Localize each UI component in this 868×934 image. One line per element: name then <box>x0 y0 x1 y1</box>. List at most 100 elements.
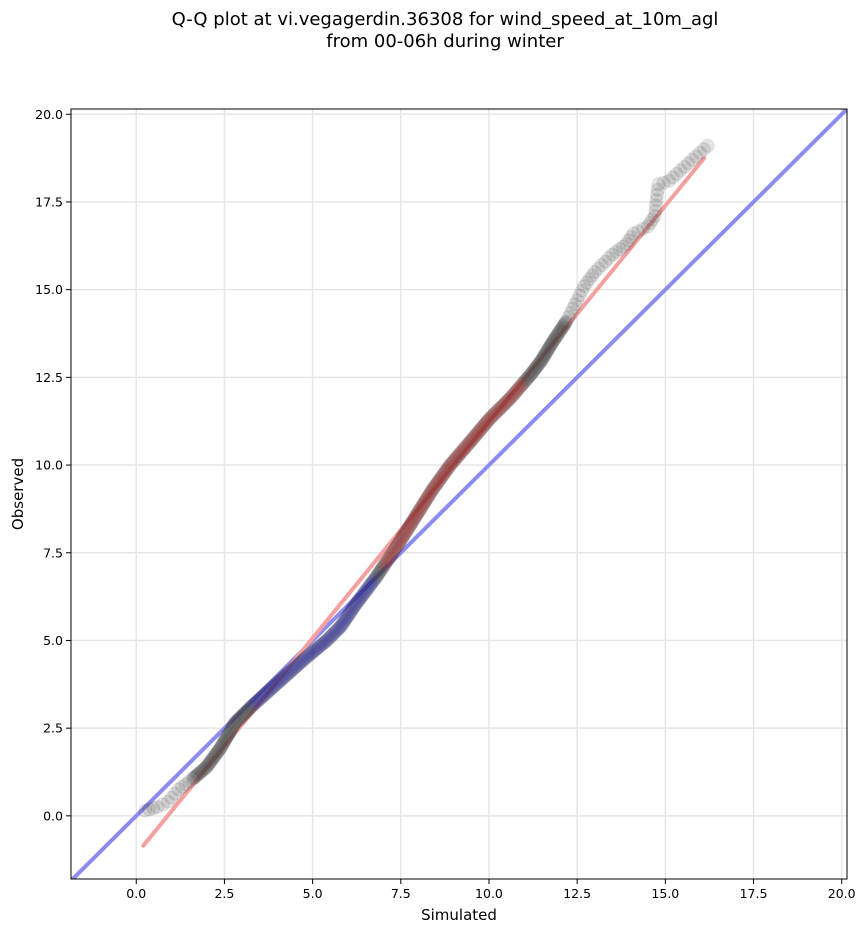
quantile-point <box>285 663 300 678</box>
quantile-point <box>529 360 544 375</box>
quantile-point <box>511 381 526 396</box>
quantile-point <box>438 464 453 479</box>
quantile-point <box>366 573 381 588</box>
quantile-point <box>446 453 461 468</box>
quantile-point <box>458 439 473 454</box>
quantile-point <box>648 198 663 213</box>
quantile-point <box>574 283 589 298</box>
quantile-point <box>331 621 346 636</box>
quantile-point <box>203 755 218 770</box>
quantile-point <box>669 166 684 181</box>
quantile-point <box>570 293 585 308</box>
quantile-point <box>244 699 259 714</box>
quantile-point <box>554 321 569 336</box>
quantile-point <box>238 705 253 720</box>
quantile-point <box>539 345 554 360</box>
quantile-point <box>465 432 480 447</box>
fit-line <box>141 156 707 848</box>
quantile-point <box>164 790 179 805</box>
quantile-point <box>361 580 376 595</box>
quantile-point <box>229 714 243 729</box>
quantile-point <box>208 747 223 762</box>
quantile-point <box>384 548 398 563</box>
quantile-point <box>449 450 464 465</box>
quantile-point <box>414 500 429 515</box>
quantile-point <box>332 620 347 635</box>
quantile-point <box>296 652 311 667</box>
quantile-point <box>300 649 315 664</box>
quantile-point <box>374 562 389 577</box>
quantile-point <box>430 475 445 490</box>
quantile-point <box>427 480 442 495</box>
quantile-point <box>262 683 277 698</box>
quantile-point <box>550 328 565 343</box>
quantile-point <box>509 383 524 398</box>
x-tick-label: 5.0 <box>303 886 323 901</box>
quantile-point <box>499 395 514 410</box>
quantile-point <box>554 322 569 337</box>
quantile-point <box>347 599 362 614</box>
quantile-point <box>443 458 458 473</box>
quantile-point <box>217 734 232 749</box>
quantile-point <box>505 389 519 404</box>
quantile-point <box>405 515 419 530</box>
quantile-point <box>436 468 450 483</box>
quantile-point <box>204 752 219 767</box>
quantile-point <box>417 495 432 510</box>
quantile-point <box>304 645 319 660</box>
quantile-point <box>543 338 558 353</box>
quantile-point <box>190 768 204 783</box>
quantile-point <box>468 428 483 443</box>
quantile-point <box>466 431 481 446</box>
quantile-point <box>428 479 442 494</box>
quantile-point <box>612 242 627 257</box>
quantile-point <box>328 624 343 639</box>
x-tick-label: 10.0 <box>475 886 503 901</box>
x-tick-label: 2.5 <box>214 886 234 901</box>
plot-area <box>71 109 847 879</box>
quantile-point <box>512 380 527 395</box>
quantile-point <box>425 482 440 497</box>
quantile-point <box>209 746 224 761</box>
quantile-point <box>444 457 459 471</box>
quantile-point <box>218 731 233 746</box>
quantile-point <box>350 595 365 609</box>
quantile-point <box>587 265 602 280</box>
quantile-point <box>553 323 568 338</box>
quantile-point <box>314 637 329 652</box>
quantile-point <box>241 702 256 717</box>
quantile-point <box>408 509 423 524</box>
quantile-point <box>250 693 265 708</box>
quantile-point <box>389 539 404 554</box>
grid-lines <box>71 109 847 879</box>
x-axis: 0.0 2.5 5.0 7.5 10.0 12.5 15.0 17.5 20.0 <box>126 879 856 901</box>
quantile-point <box>445 454 460 469</box>
quantile-point <box>369 569 384 584</box>
quantile-point <box>321 631 336 646</box>
quantile-point <box>594 258 609 273</box>
quantile-point <box>359 583 373 598</box>
quantile-point <box>640 219 655 234</box>
quantile-point <box>559 314 574 329</box>
quantile-point <box>548 330 563 345</box>
quantile-point <box>470 426 485 441</box>
quantile-point <box>146 801 161 816</box>
quantile-point <box>273 673 288 688</box>
quantile-point <box>424 483 439 498</box>
quantile-point <box>534 353 549 368</box>
quantile-point <box>541 341 556 356</box>
quantile-point <box>234 709 249 724</box>
quantile-point <box>398 525 413 540</box>
quantile-point <box>272 674 287 689</box>
quantile-point <box>354 589 369 604</box>
quantile-point <box>505 388 520 403</box>
x-tick-label: 17.5 <box>740 886 768 901</box>
y-tick-label: 10.0 <box>35 458 63 473</box>
quantile-point <box>409 508 424 523</box>
quantile-point <box>415 499 430 513</box>
quantile-point <box>551 325 566 340</box>
quantile-point <box>306 644 320 659</box>
quantile-point <box>264 681 279 696</box>
y-tick-label: 7.5 <box>43 545 63 560</box>
quantile-point <box>364 575 379 590</box>
